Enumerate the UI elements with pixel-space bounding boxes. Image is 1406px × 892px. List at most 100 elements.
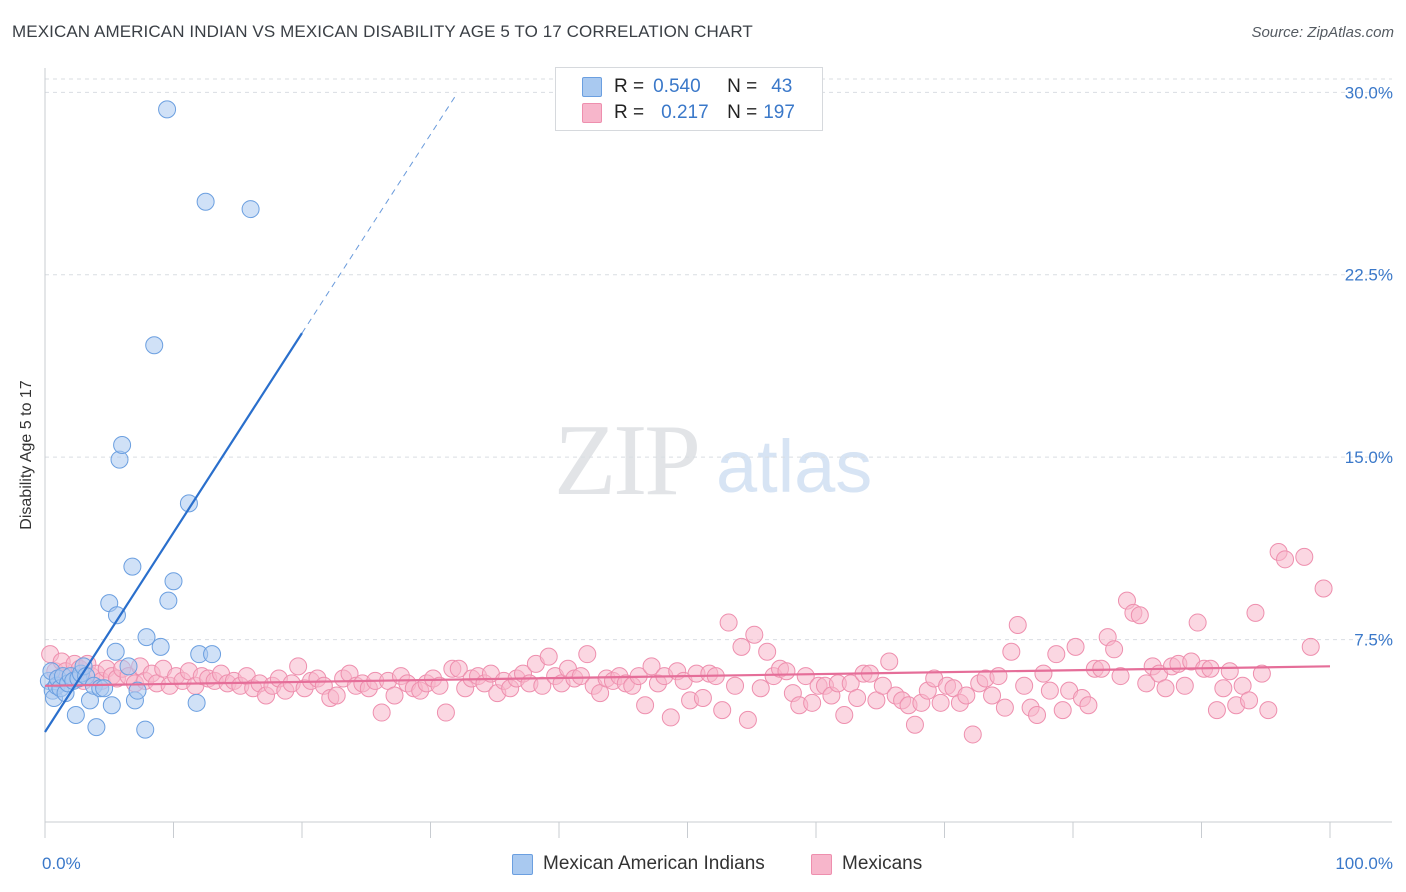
point-mexican-american-indians	[164, 572, 183, 591]
point-mexican-american-indians	[241, 200, 260, 219]
point-mexican-american-indians	[113, 436, 132, 454]
point-mexicans	[1034, 664, 1053, 683]
point-mexicans	[1137, 674, 1156, 693]
point-mexicans	[931, 693, 950, 712]
point-mexicans	[995, 698, 1014, 717]
legend-row-mexicans: R = 0.217 N = 197	[582, 102, 795, 124]
point-mexicans	[905, 715, 924, 734]
legend-n-value: 43	[771, 76, 793, 97]
legend-n-value: 197	[763, 102, 795, 123]
point-mexicans	[713, 701, 732, 720]
trendline-mexicans	[44, 665, 1331, 687]
point-mexicans	[578, 645, 597, 664]
point-mexicans	[1028, 705, 1047, 724]
x-tick-label: 0.0%	[42, 854, 81, 873]
point-mexicans	[1259, 701, 1278, 720]
legend-n-label: N =	[727, 102, 758, 123]
point-mexicans	[738, 710, 757, 729]
point-mexican-american-indians	[145, 336, 164, 355]
point-mexican-american-indians	[128, 681, 147, 700]
x-tick-label: 100.0%	[1335, 854, 1393, 873]
point-mexicans	[777, 662, 796, 681]
legend-r-value: 0.217	[661, 102, 709, 123]
point-mexicans	[1220, 662, 1239, 681]
point-mexican-american-indians	[159, 591, 178, 610]
point-mexicans	[880, 652, 899, 671]
point-mexican-american-indians	[187, 693, 206, 712]
point-mexican-american-indians	[137, 628, 156, 647]
point-mexicans	[732, 637, 751, 656]
point-mexican-american-indians	[102, 696, 121, 715]
point-mexican-american-indians	[87, 718, 106, 737]
bottom-legend-mexicans: Mexicans	[811, 852, 922, 876]
legend-swatch-blue	[582, 77, 602, 97]
point-mexicans	[642, 657, 661, 676]
watermark-zip: ZIP	[554, 404, 701, 517]
point-mexicans	[745, 625, 764, 644]
legend-n-label: N =	[727, 76, 758, 97]
point-mexicans	[693, 688, 712, 707]
point-mexican-american-indians	[158, 100, 177, 119]
point-mexicans	[1002, 642, 1021, 661]
trendline-mexican-american-indians	[44, 332, 303, 733]
source-label: Source: ZipAtlas.com	[1251, 24, 1394, 41]
bottom-legend-swatch-pink	[811, 853, 832, 875]
point-mexicans	[1276, 550, 1295, 569]
point-mexicans	[989, 667, 1008, 686]
legend-row-mexican-american-indians: R = 0.540 N = 43	[582, 76, 792, 98]
correlation-legend: R = 0.540 N = 43 R = 0.217 N = 197	[555, 67, 823, 131]
point-mexican-american-indians	[66, 705, 85, 724]
point-mexicans	[289, 657, 308, 676]
point-mexicans	[571, 667, 590, 686]
point-mexican-american-indians	[151, 637, 170, 656]
point-mexicans	[1188, 613, 1207, 632]
point-mexicans	[1252, 664, 1271, 683]
point-mexicans	[1240, 691, 1259, 710]
point-mexicans	[1053, 701, 1072, 720]
point-mexicans	[719, 613, 738, 632]
point-mexicans	[1175, 676, 1194, 695]
point-mexicans	[835, 705, 854, 724]
bottom-legend-label: Mexican American Indians	[543, 853, 765, 874]
point-mexicans	[449, 659, 468, 678]
point-mexicans	[327, 686, 346, 705]
point-mexicans	[661, 708, 680, 727]
point-mexicans	[873, 676, 892, 695]
point-mexicans	[1207, 701, 1226, 720]
point-mexicans	[751, 679, 770, 698]
point-mexicans	[1156, 679, 1175, 698]
point-mexicans	[436, 703, 455, 722]
point-mexicans	[726, 676, 745, 695]
point-mexicans	[1015, 676, 1034, 695]
point-mexicans	[1047, 645, 1066, 664]
point-mexican-american-indians	[136, 720, 155, 739]
point-mexican-american-indians	[179, 494, 198, 513]
trendline-extension-mexican-american-indians	[301, 94, 457, 334]
y-tick-label: 15.0%	[1345, 448, 1393, 467]
point-mexicans	[1295, 547, 1314, 566]
point-mexican-american-indians	[107, 606, 126, 625]
y-tick-label: 22.5%	[1345, 266, 1393, 285]
y-tick-label: 7.5%	[1354, 631, 1393, 650]
bottom-legend-mexican-american-indians: Mexican American Indians	[512, 852, 765, 876]
point-mexican-american-indians	[119, 657, 138, 676]
chart-title: MEXICAN AMERICAN INDIAN VS MEXICAN DISAB…	[12, 22, 753, 41]
point-mexicans	[1079, 696, 1098, 715]
point-mexican-american-indians	[110, 450, 129, 469]
point-mexican-american-indians	[95, 679, 114, 698]
point-mexican-american-indians	[196, 192, 215, 211]
point-mexicans	[430, 676, 449, 695]
point-mexicans	[1301, 637, 1320, 656]
legend-r-value: 0.540	[653, 76, 701, 97]
point-mexicans	[957, 686, 976, 705]
point-mexicans	[803, 693, 822, 712]
point-mexicans	[1246, 603, 1265, 622]
point-mexicans	[1314, 579, 1333, 598]
point-mexicans	[636, 696, 655, 715]
point-mexican-american-indians	[123, 557, 142, 576]
point-mexican-american-indians	[203, 645, 222, 664]
point-mexican-american-indians	[106, 642, 125, 661]
legend-r-label: R =	[614, 76, 645, 97]
point-mexicans	[1214, 679, 1233, 698]
